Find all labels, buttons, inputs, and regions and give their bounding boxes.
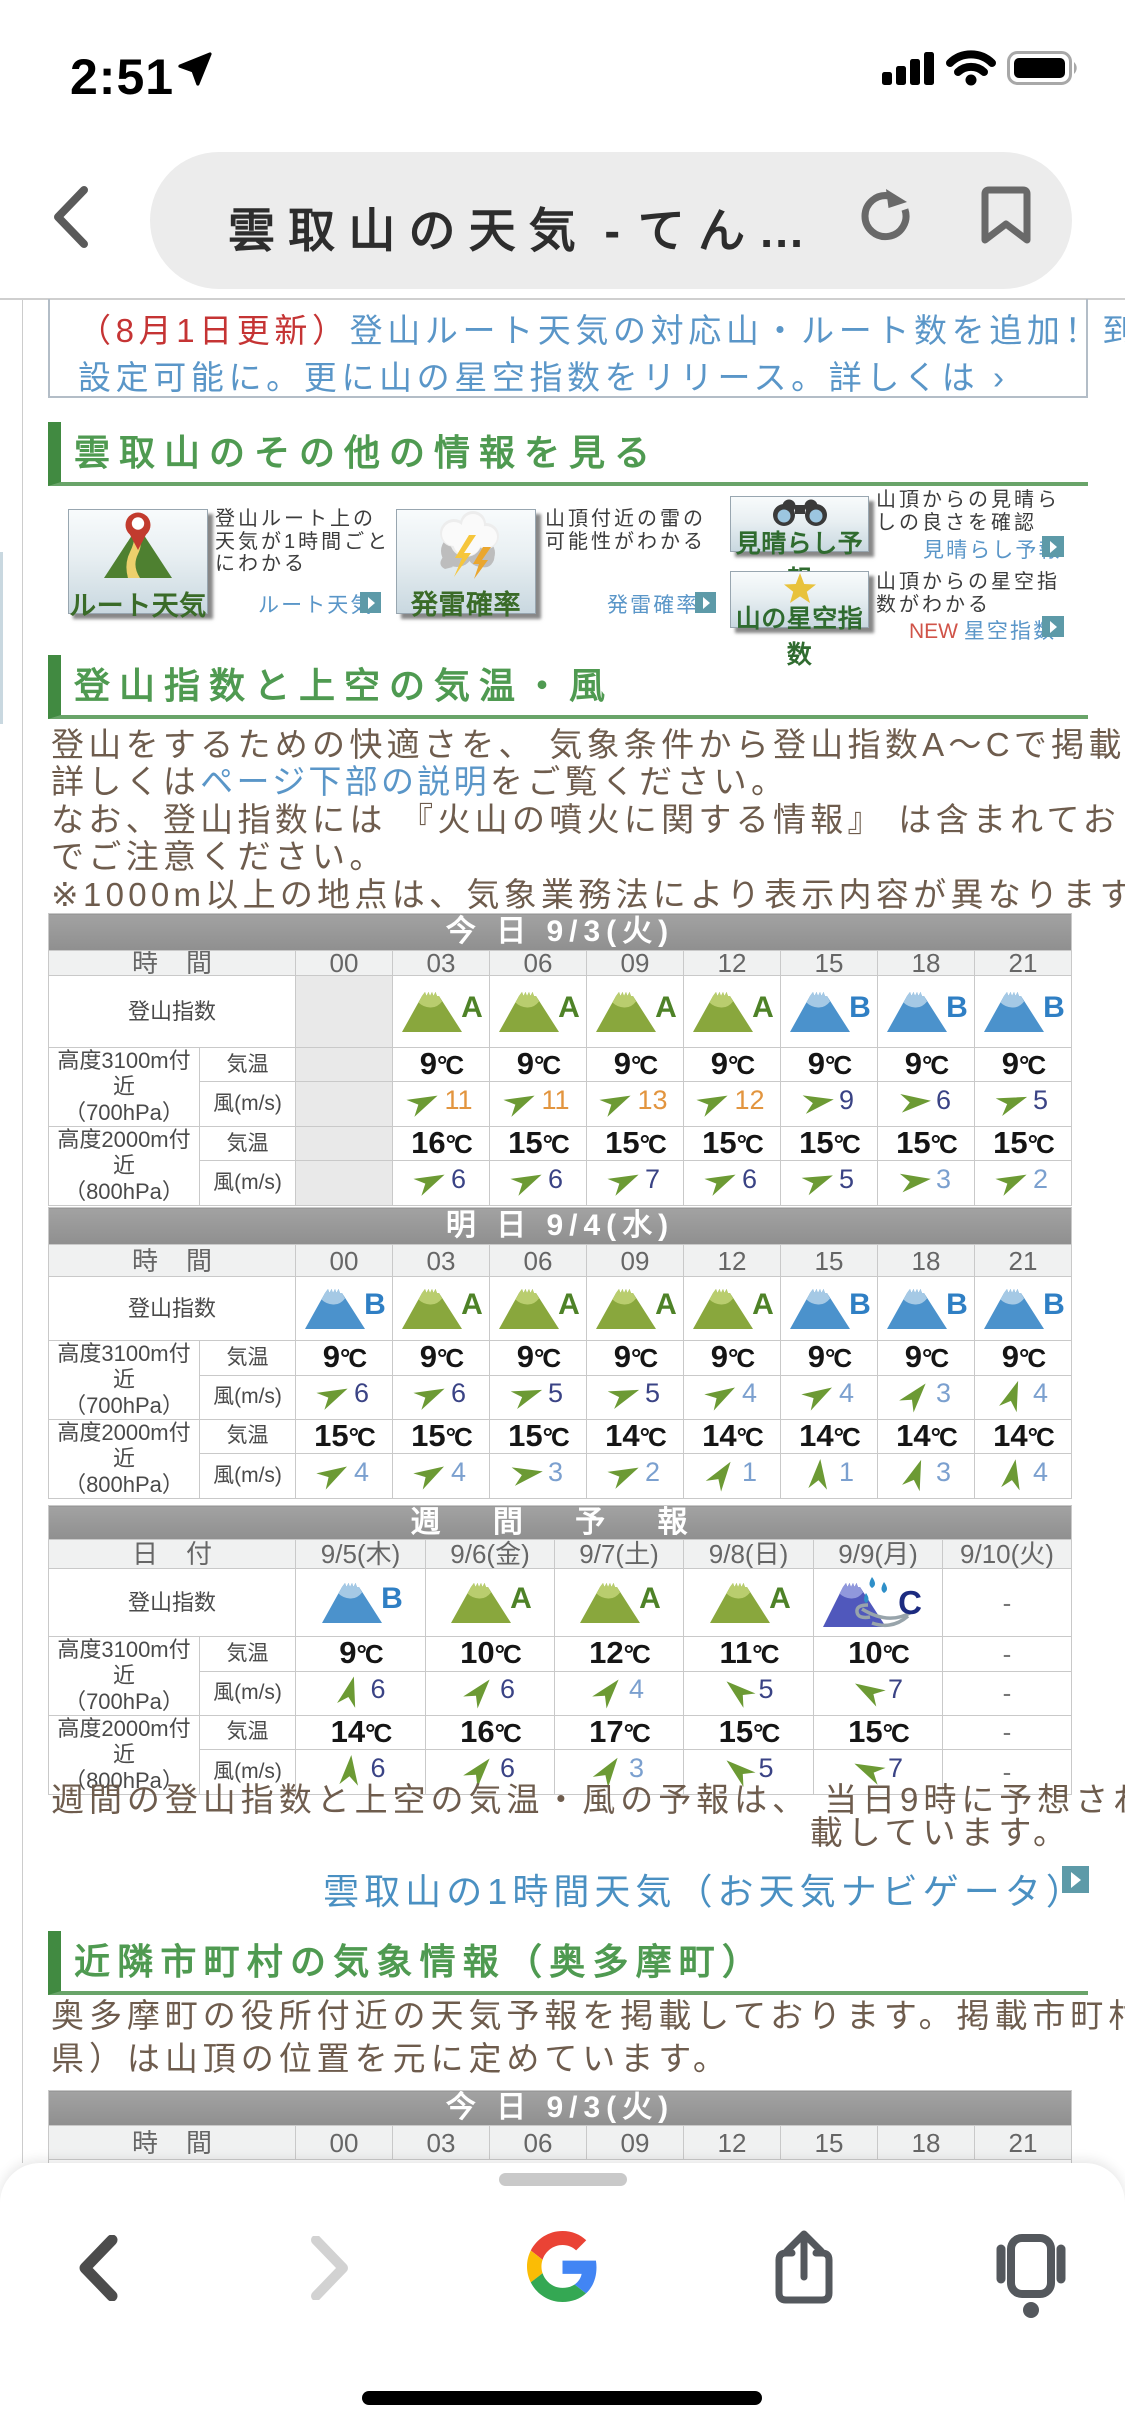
svg-text:B: B bbox=[849, 1288, 871, 1321]
svg-text:A: A bbox=[655, 991, 677, 1024]
svg-text:B: B bbox=[946, 991, 968, 1024]
svg-text:B: B bbox=[1043, 1288, 1065, 1321]
svg-text:B: B bbox=[946, 1288, 968, 1321]
svg-text:B: B bbox=[381, 1582, 403, 1615]
svg-text:A: A bbox=[558, 991, 580, 1024]
svg-text:A: A bbox=[510, 1582, 532, 1615]
svg-text:B: B bbox=[849, 991, 871, 1024]
svg-text:A: A bbox=[461, 991, 483, 1024]
svg-text:C: C bbox=[898, 1584, 922, 1621]
svg-text:A: A bbox=[769, 1582, 791, 1615]
svg-text:B: B bbox=[1043, 991, 1065, 1024]
svg-text:A: A bbox=[655, 1288, 677, 1321]
svg-text:A: A bbox=[639, 1582, 661, 1615]
svg-text:A: A bbox=[558, 1288, 580, 1321]
svg-text:A: A bbox=[752, 991, 774, 1024]
svg-text:B: B bbox=[364, 1288, 386, 1321]
svg-text:A: A bbox=[461, 1288, 483, 1321]
svg-text:A: A bbox=[752, 1288, 774, 1321]
